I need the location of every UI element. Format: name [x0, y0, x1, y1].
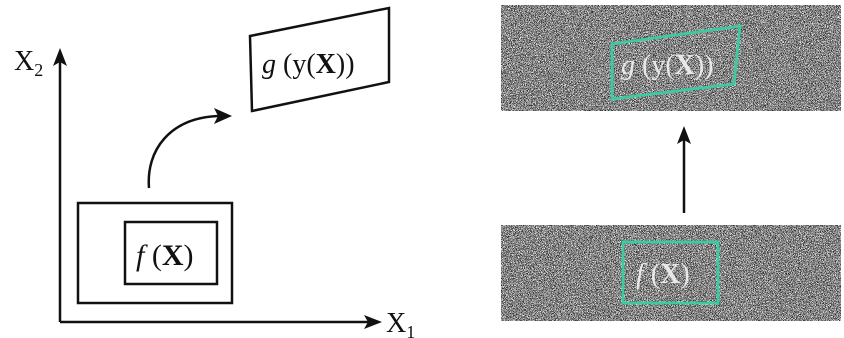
target-noise-label: g (y(X)) — [621, 50, 714, 81]
source-noise-label: f (X) — [636, 259, 690, 290]
target-highlight-region — [610, 24, 742, 101]
source-highlight-region — [621, 240, 720, 305]
source-inner-region — [123, 220, 219, 286]
source-label: f (X) — [136, 239, 194, 272]
x-axis-arrowhead — [364, 315, 382, 329]
vertical-arrowhead — [677, 126, 691, 144]
y-axis-arrowhead — [53, 48, 67, 66]
target-region — [248, 6, 391, 113]
target-label: g (y(X)) — [262, 49, 355, 80]
right-panel: g (y(X)) f (X) — [501, 5, 841, 321]
x-axis-label: X1 — [386, 308, 415, 338]
target-noise-image — [501, 5, 841, 111]
transform-arrow — [147, 114, 219, 189]
left-panel: X1 X2 f (X) g (y(X)) — [14, 6, 415, 338]
y-axis-label: X2 — [14, 46, 43, 80]
source-outer-region — [76, 201, 234, 305]
transform-arrowhead — [214, 108, 232, 124]
